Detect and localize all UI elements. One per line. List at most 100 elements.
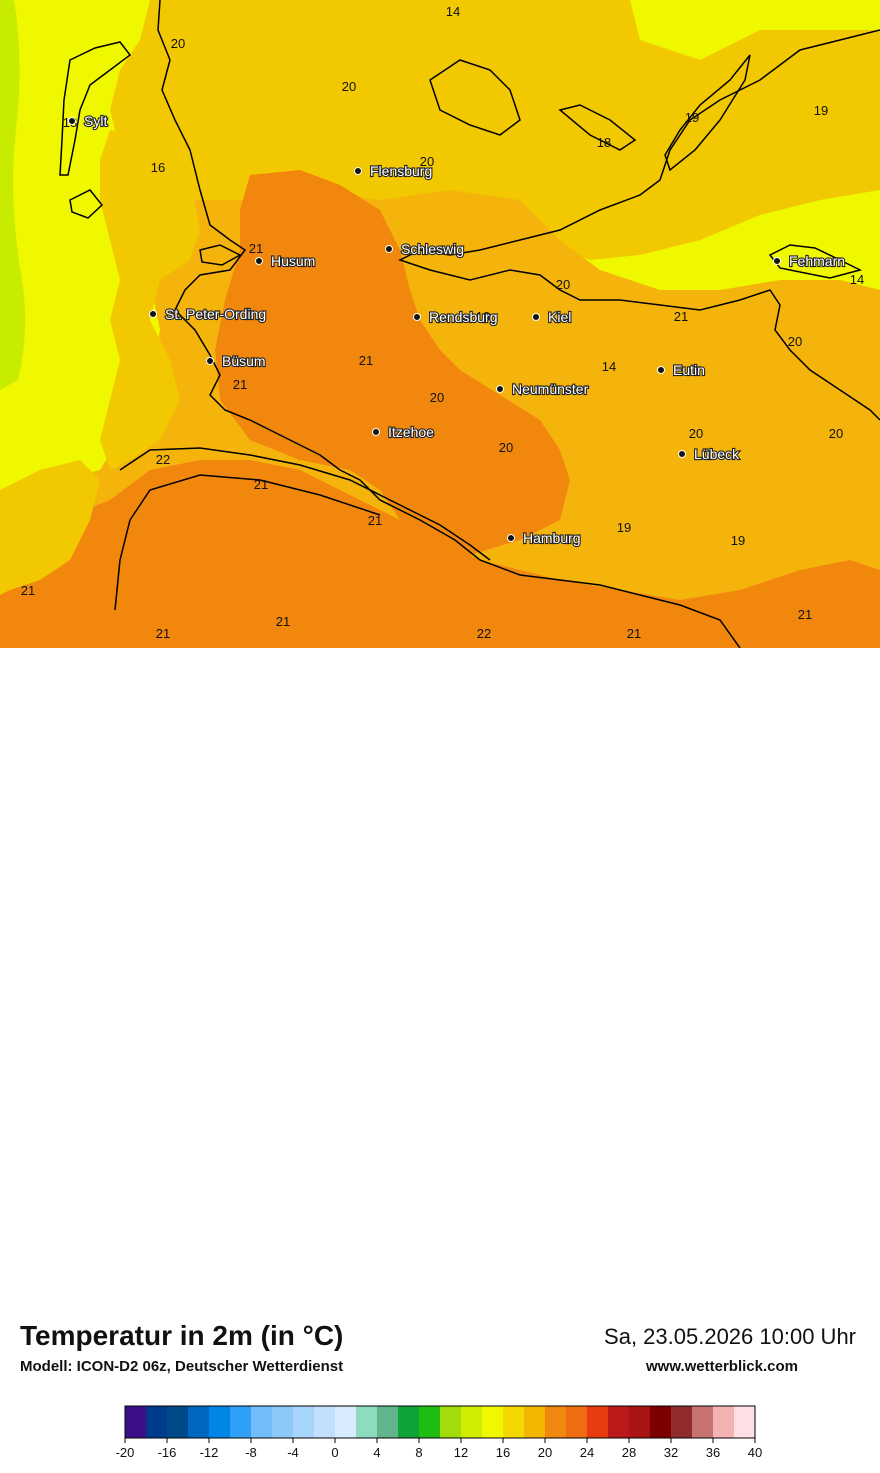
city-label: St. Peter-Ording	[165, 306, 266, 322]
legend-swatch	[482, 1406, 504, 1438]
legend-swatch	[671, 1406, 693, 1438]
isotherm-value-label: 21	[359, 353, 373, 368]
legend-tick-label: -20	[116, 1445, 135, 1460]
isotherm-value-label: 19	[685, 110, 699, 125]
isotherm-value-label: 20	[430, 390, 444, 405]
city-marker	[255, 257, 263, 265]
coastline-sylt	[59, 41, 132, 176]
isotherm-value-label: 19	[617, 520, 631, 535]
field-deep-orange-south	[0, 460, 880, 648]
isotherm-value-label: 22	[156, 452, 170, 467]
legend-swatch	[440, 1406, 462, 1438]
city-label: Eutin	[673, 362, 705, 378]
isotherm-value-label: 20	[171, 36, 185, 51]
legend-swatch	[566, 1406, 588, 1438]
legend-tick-label: 28	[622, 1445, 636, 1460]
isotherm-value-label: 21	[21, 583, 35, 598]
city-label: Lübeck	[694, 446, 740, 462]
legend-tick-label: -16	[158, 1445, 177, 1460]
legend-tick-label: 8	[415, 1445, 422, 1460]
coastline-elbe-south	[114, 474, 381, 611]
legend-tick-label: 20	[538, 1445, 552, 1460]
city-marker	[206, 357, 214, 365]
legend-tick-label: 0	[331, 1445, 338, 1460]
legend-tick-label: 4	[373, 1445, 380, 1460]
legend-swatch	[146, 1406, 168, 1438]
color-legend: -20 -16 -12 -8 -4 0 4 8 12 16 20 24 28 32 36 40	[0, 1398, 880, 1468]
legend-swatch	[692, 1406, 714, 1438]
city-marker	[149, 310, 157, 318]
legend-tick-label: -12	[200, 1445, 219, 1460]
legend-swatch	[734, 1406, 756, 1438]
legend-tick-label: 36	[706, 1445, 720, 1460]
isotherm-value-label: 21	[156, 626, 170, 641]
city-label: Neumünster	[512, 381, 589, 397]
coastline-fehmarn	[768, 244, 863, 279]
isotherm-value-label: 21	[674, 309, 688, 324]
isotherm-value-label: 20	[420, 154, 434, 169]
isotherm-value-label: 18	[476, 309, 490, 324]
isotherm-value-label: 21	[798, 607, 812, 622]
legend-swatch	[188, 1406, 210, 1438]
field-green-west	[0, 0, 26, 390]
legend-tick-label: 12	[454, 1445, 468, 1460]
legend-swatch	[377, 1406, 399, 1438]
coastline-als	[429, 59, 521, 136]
coastline-foehr	[69, 189, 104, 219]
isotherm-value-label: 14	[850, 272, 864, 287]
coastline-pellworm	[199, 244, 242, 266]
legend-swatch	[398, 1406, 420, 1438]
isotherm-value-label: 21	[249, 241, 263, 256]
isotherm-value-label: 22	[477, 626, 491, 641]
city-label: Kiel	[548, 309, 571, 325]
legend-tick-label: -8	[245, 1445, 257, 1460]
city-label: Büsum	[222, 353, 266, 369]
legend-swatch	[230, 1406, 252, 1438]
legend-swatch	[356, 1406, 378, 1438]
isotherm-value-label: 21	[627, 626, 641, 641]
isotherm-value-label: 21	[254, 477, 268, 492]
legend-tick-label: 16	[496, 1445, 510, 1460]
field-coast-band	[100, 130, 200, 470]
isotherm-value-label: 21	[368, 513, 382, 528]
coastline-east	[398, 29, 880, 421]
city-marker	[496, 385, 504, 393]
legend-swatch	[293, 1406, 315, 1438]
city-label: Fehmarn	[789, 253, 845, 269]
temperature-map: 1420201816201918192120142120211418212020…	[0, 0, 880, 648]
coastline-mainland-west	[157, 0, 741, 648]
city-label: Sylt	[84, 113, 107, 129]
field-light-orange-sw-sea	[0, 460, 100, 595]
legend-swatch	[125, 1406, 147, 1438]
legend-tick-label: 24	[580, 1445, 594, 1460]
legend-swatch	[272, 1406, 294, 1438]
footer-panel: Temperatur in 2m (in °C) Modell: ICON-D2…	[0, 648, 880, 1460]
isotherm-value-label: 21	[276, 614, 290, 629]
isotherm-value-label: 20	[499, 440, 513, 455]
coastlines	[59, 0, 880, 648]
legend-swatch	[629, 1406, 651, 1438]
legend-swatch	[587, 1406, 609, 1438]
city-label: Flensburg	[370, 163, 432, 179]
isotherm-value-label: 18	[597, 135, 611, 150]
legend-swatch	[503, 1406, 525, 1438]
city-marker	[385, 245, 393, 253]
value-labels: 1420201816201918192120142120211418212020…	[21, 4, 864, 641]
coastline-elbe	[119, 447, 491, 561]
isotherm-value-label: 14	[602, 359, 616, 374]
isotherm-value-label: 20	[829, 426, 843, 441]
legend-tick-label: 32	[664, 1445, 678, 1460]
legend-swatch	[524, 1406, 546, 1438]
isotherm-value-label: 16	[151, 160, 165, 175]
city-label: Hamburg	[523, 530, 581, 546]
isotherm-value-label: 20	[342, 79, 356, 94]
city-marker	[532, 313, 540, 321]
city-marker	[413, 313, 421, 321]
coastline-lolland	[664, 54, 751, 172]
isotherm-value-label: 14	[446, 4, 460, 19]
city-markers: Sylt Flensburg Schleswig Husum St. Peter-Ord…	[68, 112, 846, 547]
city-label: Rendsburg	[429, 309, 498, 325]
legend-tick-label: 40	[748, 1445, 762, 1460]
isotherm-value-label: 20	[788, 334, 802, 349]
legend-swatch	[461, 1406, 483, 1438]
